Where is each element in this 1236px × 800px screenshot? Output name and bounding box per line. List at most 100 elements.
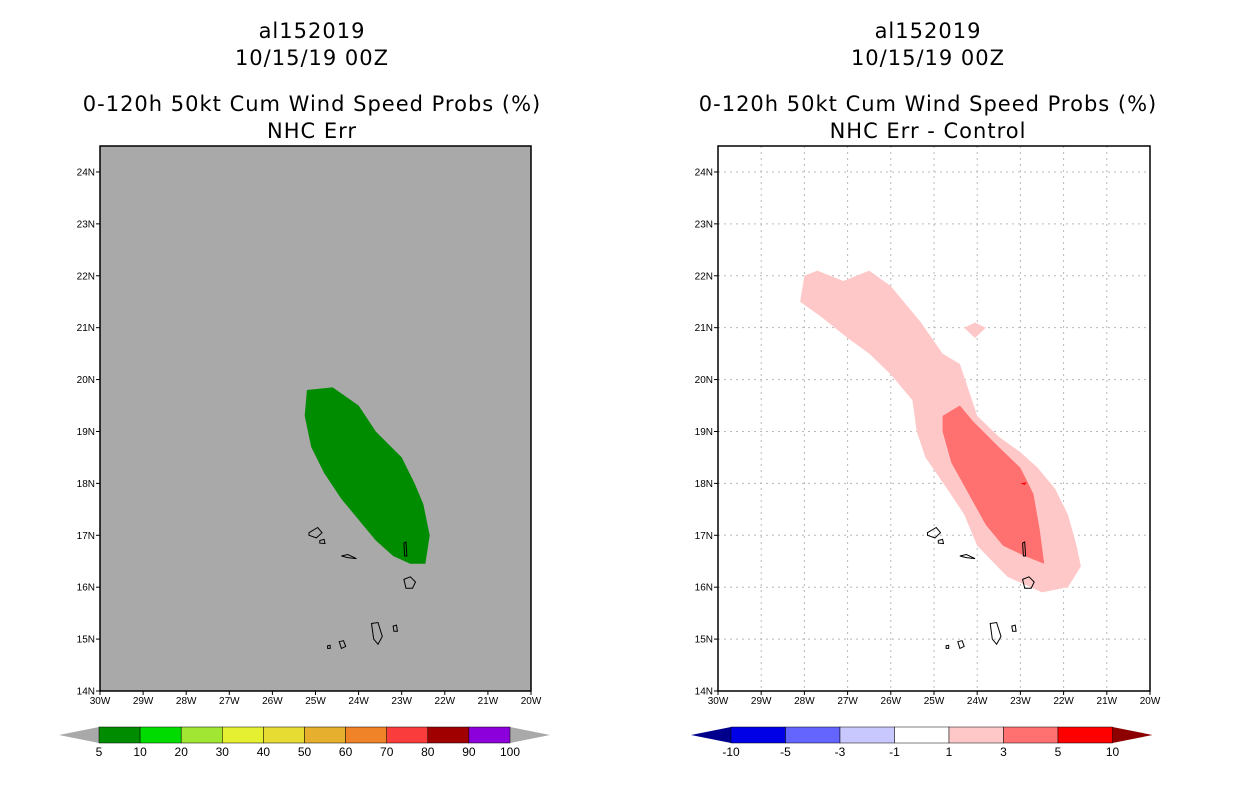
- lon-tick-label: 27W: [219, 696, 240, 707]
- lat-tick-label: 16N: [695, 583, 713, 594]
- legend-label: 50: [298, 745, 312, 759]
- lon-tick-label: 29W: [133, 696, 154, 707]
- legend-label: 70: [380, 745, 394, 759]
- lat-tick-label: 21N: [695, 323, 713, 334]
- lon-tick-label: 22W: [1053, 696, 1074, 707]
- island-outline-2: [937, 538, 945, 545]
- legend-swatch: [948, 726, 1004, 744]
- lon-tick-label: 30W: [708, 696, 729, 707]
- legend-label: 10: [133, 745, 147, 759]
- island-outline-3: [341, 553, 357, 560]
- legend-swatch: [139, 726, 182, 744]
- left-datetime: 10/15/19 00Z: [234, 46, 390, 70]
- island-outline-6: [989, 621, 1002, 646]
- lon-tick-label: 21W: [478, 696, 499, 707]
- left-subtitle: NHC Err: [266, 119, 357, 143]
- legend-swatch: [386, 726, 429, 744]
- lat-tick-label: 20N: [695, 375, 713, 386]
- prob-region-3-5-3: [942, 405, 1045, 564]
- legend-swatch: [1003, 726, 1059, 744]
- island-outline-2: [319, 538, 326, 545]
- lat-tick-label: 18N: [77, 479, 95, 490]
- legend-swatch: [730, 726, 786, 744]
- prob-region-1-3-2: [964, 322, 986, 338]
- island-outline-9: [392, 624, 398, 632]
- left-storm-id: al152019: [258, 19, 366, 43]
- lat-tick-label: 15N: [695, 635, 713, 646]
- lat-tick-label: 15N: [77, 635, 95, 646]
- right-datetime: 10/15/19 00Z: [850, 46, 1006, 70]
- lon-tick-label: 23W: [391, 696, 412, 707]
- lat-tick-label: 14N: [695, 687, 713, 698]
- lat-tick-label: 17N: [695, 531, 713, 542]
- legend-label: 10: [1106, 745, 1120, 759]
- legend-label: 5: [96, 745, 103, 759]
- lon-tick-label: 21W: [1097, 696, 1118, 707]
- lon-tick-label: 28W: [794, 696, 815, 707]
- legend-label: 20: [175, 745, 189, 759]
- lon-tick-label: 20W: [521, 696, 542, 707]
- island-outline-8: [945, 644, 950, 649]
- lat-tick-label: 14N: [77, 687, 95, 698]
- lat-tick-label: 21N: [77, 323, 95, 334]
- legend-swatch: [180, 726, 223, 744]
- lon-tick-label: 29W: [751, 696, 772, 707]
- legend-swatch: [468, 726, 511, 744]
- lon-tick-label: 27W: [837, 696, 858, 707]
- legend-swatch: [894, 726, 950, 744]
- island-outline-4: [1022, 541, 1027, 557]
- legend-swatch: [304, 726, 346, 744]
- lon-tick-label: 23W: [1010, 696, 1031, 707]
- legend-swatch: [345, 726, 387, 744]
- lon-tick-label: 25W: [924, 696, 945, 707]
- legend-swatch: [785, 726, 841, 744]
- lon-tick-label: 26W: [262, 696, 283, 707]
- lat-tick-label: 17N: [77, 531, 95, 542]
- left-product-title: 0-120h 50kt Cum Wind Speed Probs (%): [82, 92, 542, 116]
- lat-tick-label: 18N: [695, 479, 713, 490]
- lat-tick-label: 24N: [695, 167, 713, 178]
- lat-tick-label: 22N: [77, 271, 95, 282]
- island-outline-1: [308, 526, 323, 539]
- legend-label: -3: [835, 745, 846, 759]
- legend-swatch: [427, 726, 470, 744]
- legend-over-arrow-2: [1112, 727, 1153, 743]
- lon-tick-label: 28W: [176, 696, 197, 707]
- legend-label: 80: [421, 745, 435, 759]
- island-outline-6: [370, 621, 383, 646]
- legend-under-arrow-1: [59, 727, 99, 743]
- legend-label: 5: [1055, 745, 1062, 759]
- right-subtitle: NHC Err - Control: [829, 119, 1027, 143]
- lat-tick-label: 16N: [77, 583, 95, 594]
- lat-tick-label: 24N: [77, 167, 95, 178]
- legend-label: 1: [946, 745, 953, 759]
- lat-tick-label: 20N: [77, 375, 95, 386]
- legend-swatch: [839, 726, 895, 744]
- island-outline-3: [959, 553, 976, 560]
- prob-region-5-10-4: [1020, 482, 1027, 485]
- legend-over-arrow-1: [510, 727, 550, 743]
- island-outline-7: [338, 640, 347, 650]
- island-outline-1: [927, 526, 942, 539]
- island-outline-5: [1022, 576, 1035, 589]
- legend-label: 40: [257, 745, 271, 759]
- lon-tick-label: 30W: [90, 696, 111, 707]
- island-outline-7: [957, 640, 965, 650]
- prob-region-5-10-1: [304, 387, 430, 564]
- lon-tick-label: 24W: [348, 696, 369, 707]
- legend-label: -1: [889, 745, 900, 759]
- lon-tick-label: 22W: [435, 696, 456, 707]
- legend-under-arrow-2: [691, 727, 731, 743]
- legend-swatch: [222, 726, 264, 744]
- legend-label: 30: [216, 745, 230, 759]
- lon-tick-label: 24W: [967, 696, 988, 707]
- right-storm-id: al152019: [874, 19, 982, 43]
- legend-swatch: [98, 726, 141, 744]
- lat-tick-label: 22N: [695, 271, 713, 282]
- island-outline-8: [327, 644, 331, 649]
- lon-tick-label: 20W: [1140, 696, 1161, 707]
- lat-tick-label: 23N: [77, 219, 95, 230]
- legend-label: -5: [780, 745, 791, 759]
- legend-swatch: [263, 726, 305, 744]
